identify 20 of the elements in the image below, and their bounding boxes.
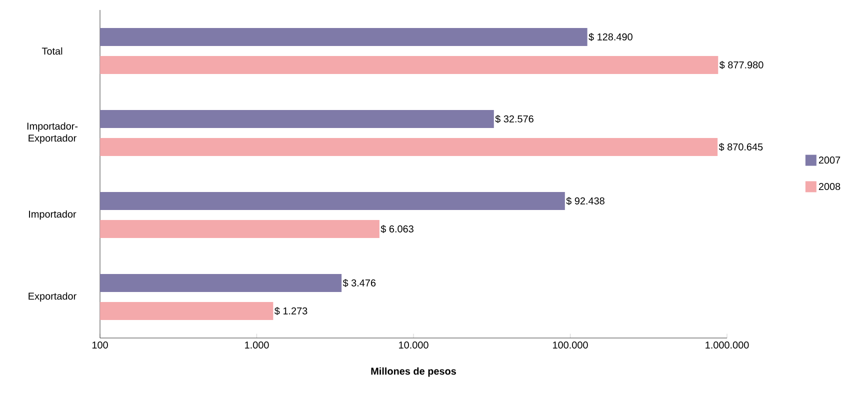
data-label: $ 92.438 — [566, 196, 604, 206]
data-label: $ 3.476 — [342, 278, 376, 288]
y-tick-label: Exportador — [28, 292, 76, 302]
data-label: $ 32.576 — [495, 114, 534, 124]
x-tick-label: 10.000 — [399, 342, 428, 349]
y-tick-label: Total — [42, 47, 62, 55]
legend-label: 2007 — [818, 156, 840, 164]
data-label: $ 870.645 — [718, 142, 763, 152]
x-tick-label: 100.000 — [553, 342, 588, 349]
data-label: $ 6.063 — [380, 224, 414, 234]
x-tick-label: 1.000.000 — [706, 342, 749, 349]
x-tick-label: 1.000 — [245, 342, 269, 349]
y-tick-label: Importador-Exportador — [27, 122, 78, 144]
legend-label: 2008 — [818, 183, 840, 190]
data-label: $ 128.490 — [588, 32, 632, 42]
y-tick-label: Importador — [29, 210, 76, 220]
data-label: $ 877.980 — [719, 60, 764, 70]
x-axis-title: Millones de pesos — [371, 367, 456, 377]
data-label: $ 1.273 — [274, 306, 308, 316]
x-tick-label: 100 — [92, 342, 108, 349]
